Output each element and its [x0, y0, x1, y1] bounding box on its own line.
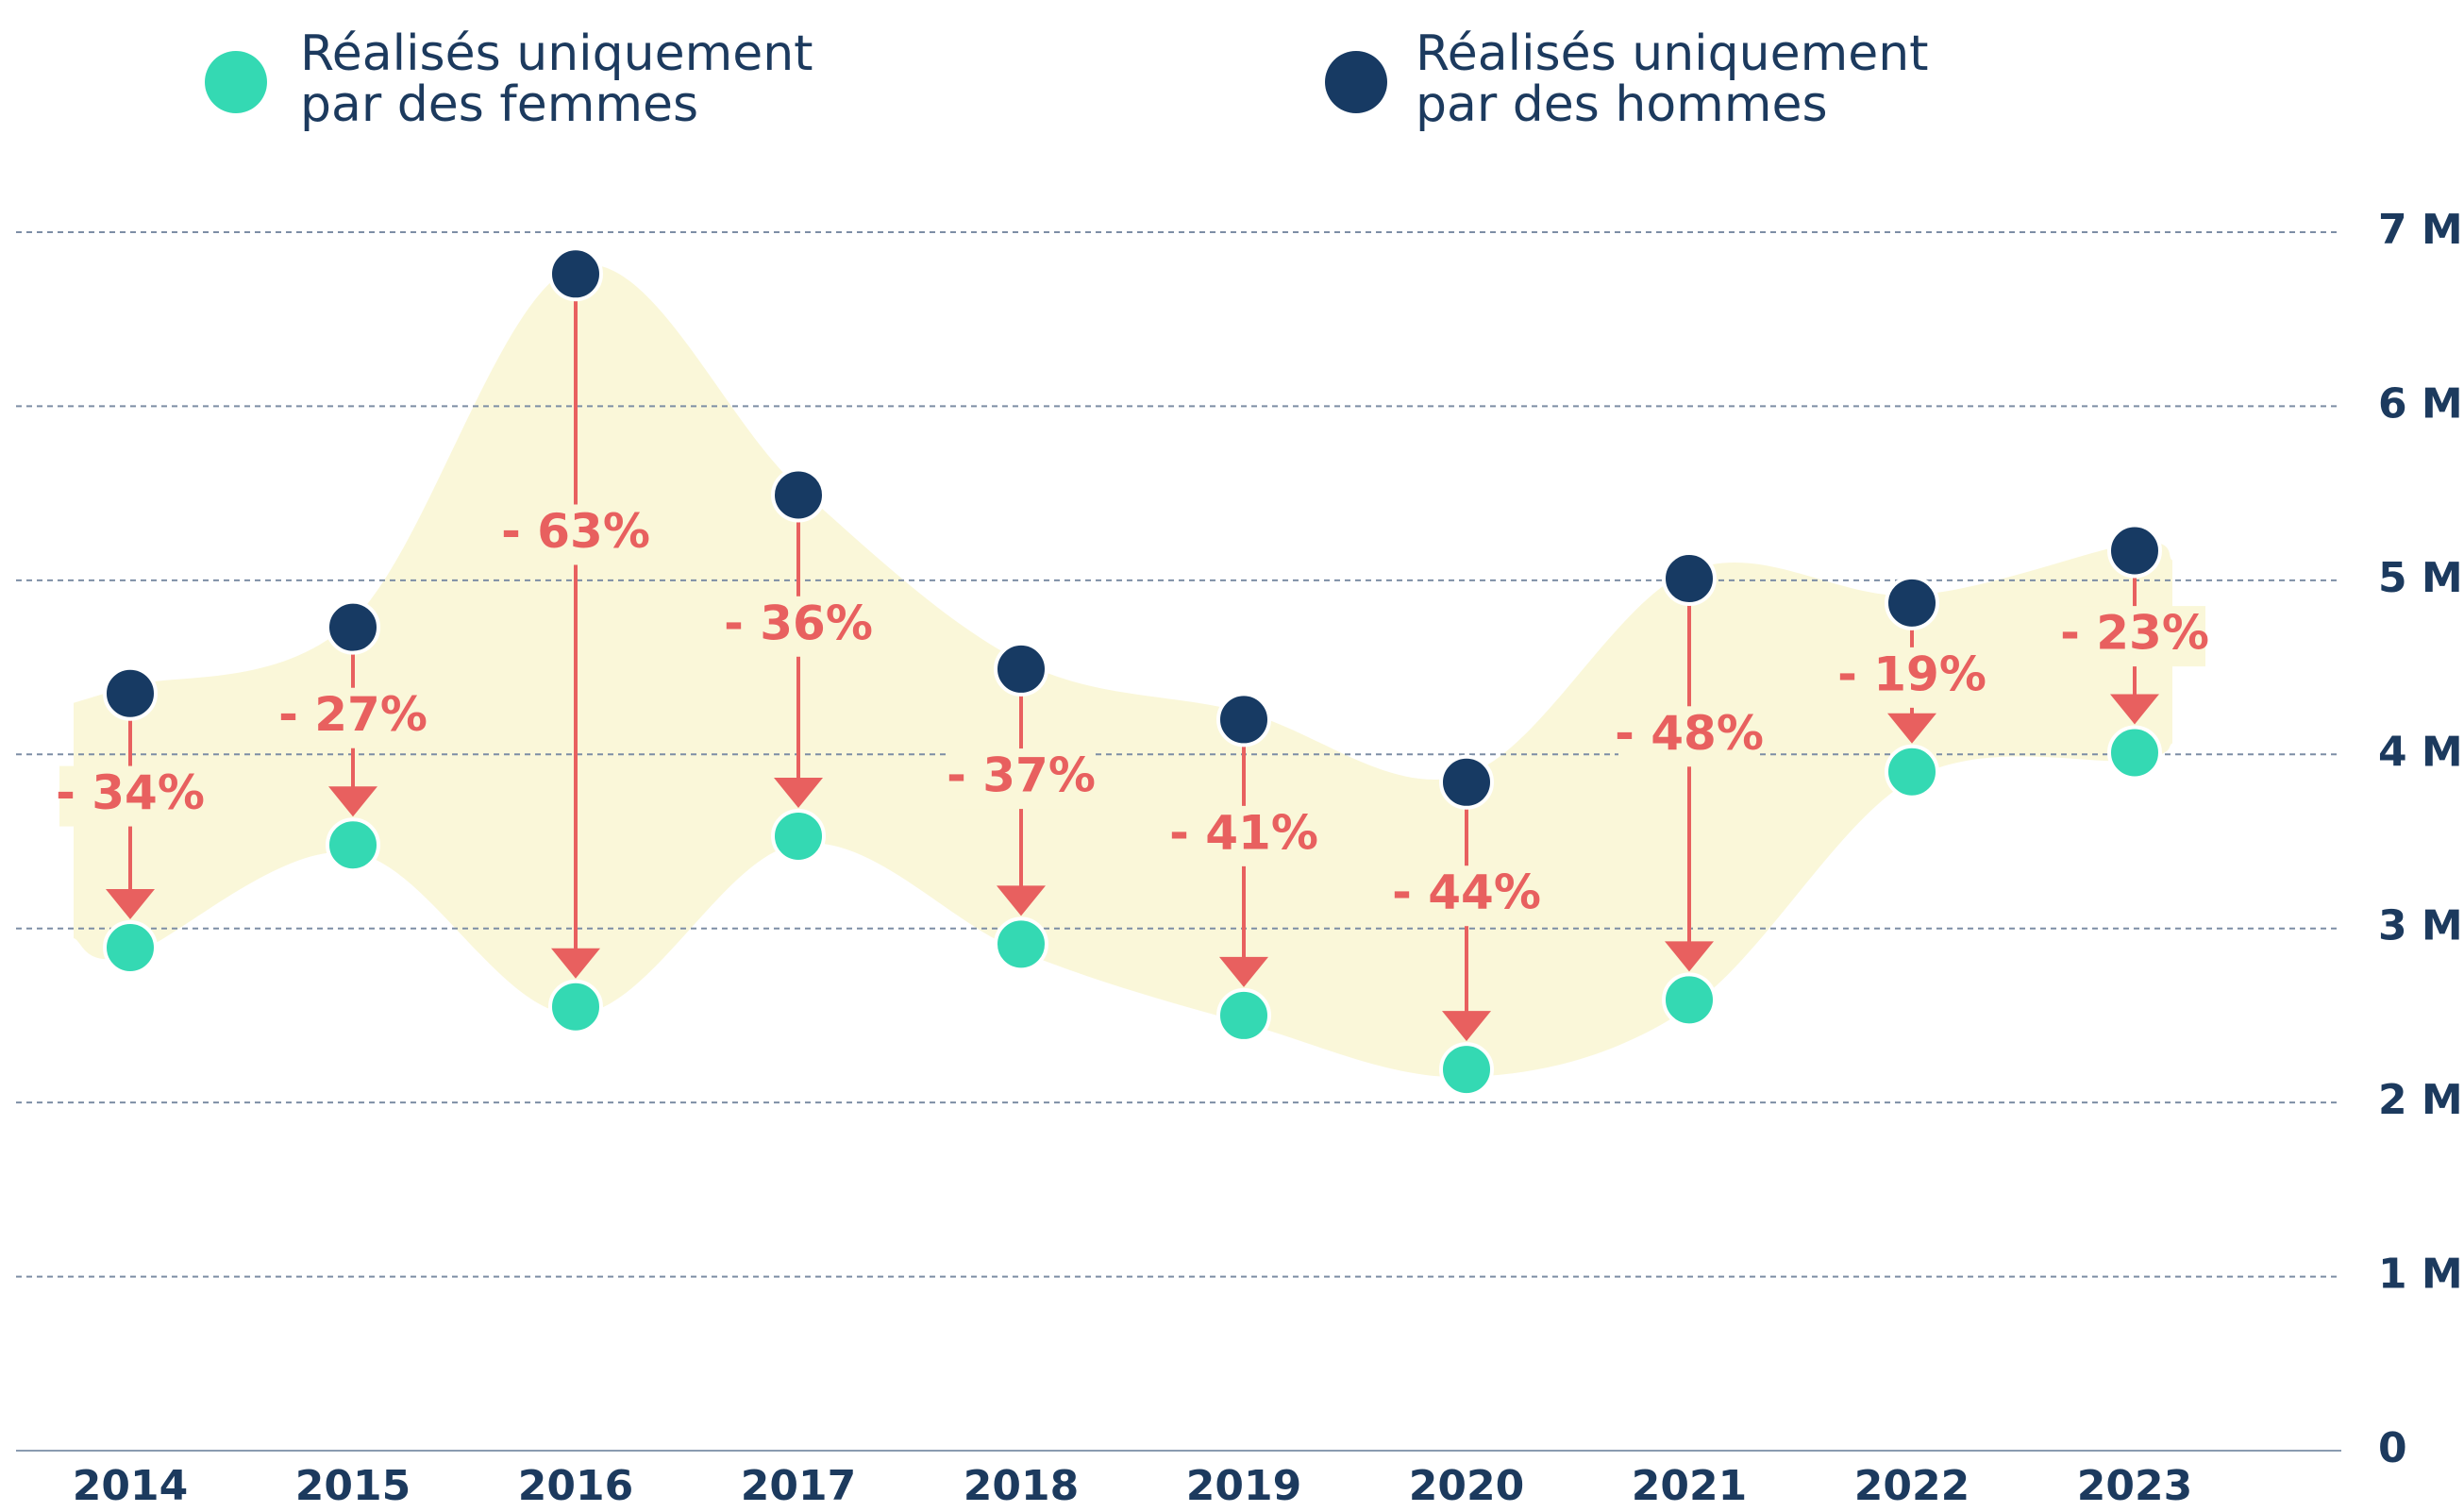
difference-label: - 27%: [278, 687, 427, 742]
dot: [1216, 987, 1271, 1043]
difference-label: - 23%: [2060, 606, 2209, 661]
difference-label: - 34%: [56, 765, 205, 820]
dot: [2107, 523, 2162, 579]
y-tick-label: 1 M: [2378, 1251, 2463, 1299]
dot: [994, 916, 1048, 972]
y-tick-label: 3 M: [2378, 902, 2463, 950]
legend-swatch: [205, 51, 267, 113]
arrow-head: [2110, 694, 2159, 725]
dot: [1662, 972, 1717, 1028]
band: [74, 264, 2172, 1078]
dot: [994, 641, 1048, 697]
dot: [1662, 551, 1717, 607]
arrow-head: [1219, 956, 1268, 987]
x-tick-label: 2023: [2077, 1462, 2192, 1510]
x-tick-label: 2020: [1409, 1462, 1524, 1510]
x-tick-label: 2018: [964, 1462, 1079, 1510]
y-tick-label: 7 M: [2378, 206, 2463, 254]
label-bg: [59, 765, 201, 827]
label-bg: [1173, 805, 1315, 866]
dot: [1216, 692, 1271, 748]
difference-label: - 37%: [947, 748, 1096, 803]
x-tick-label: 2019: [1186, 1462, 1301, 1510]
x-tick-label: 2016: [518, 1462, 633, 1510]
arrow-head: [328, 786, 377, 817]
difference-label: - 36%: [724, 596, 873, 650]
arrow-head: [1665, 941, 1714, 972]
y-tick-label: 4 M: [2378, 728, 2463, 776]
arrow-head: [1442, 1011, 1491, 1042]
y-tick-label: 6 M: [2378, 379, 2463, 428]
label-bg: [1396, 865, 1537, 927]
arrow-head: [997, 885, 1046, 916]
legend-label: Réalisés uniquement par des femmes: [300, 25, 813, 133]
dot: [1439, 1042, 1494, 1098]
dot: [1885, 744, 1939, 799]
arrow-head: [106, 889, 155, 920]
label-bg: [1841, 647, 1983, 708]
y-tick-label: 5 M: [2378, 554, 2463, 602]
x-tick-label: 2014: [73, 1462, 188, 1510]
x-tick-label: 2017: [741, 1462, 856, 1510]
dot: [771, 808, 826, 864]
dot: [2107, 725, 2162, 781]
arrow-head: [551, 948, 600, 979]
dot: [548, 246, 603, 302]
dot: [1439, 754, 1494, 810]
x-tick-label: 2021: [1632, 1462, 1747, 1510]
legend-swatch: [1325, 51, 1387, 113]
difference-label: - 44%: [1392, 865, 1541, 920]
arrow-head: [1887, 713, 1936, 744]
dot: [771, 467, 826, 523]
arrow-head: [774, 777, 823, 808]
dot: [548, 979, 603, 1034]
difference-label: - 63%: [501, 504, 650, 559]
y-tick-label: 0: [2378, 1424, 2407, 1472]
dot: [326, 817, 380, 873]
difference-label: - 48%: [1615, 706, 1764, 761]
label-bg: [728, 596, 869, 657]
y-tick-label: 2 M: [2378, 1076, 2463, 1124]
dot: [103, 665, 158, 721]
legend-label: Réalisés uniquement par des hommes: [1416, 25, 1929, 133]
difference-label: - 19%: [1837, 647, 1986, 701]
label-bg: [1618, 706, 1760, 767]
label-bg: [282, 687, 424, 748]
difference-label: - 41%: [1169, 805, 1318, 860]
x-tick-label: 2022: [1854, 1462, 1970, 1510]
dot: [326, 599, 380, 655]
label-bg: [2064, 606, 2205, 667]
label-bg: [950, 748, 1092, 810]
label-bg: [505, 504, 646, 565]
dot: [1885, 575, 1939, 630]
x-tick-label: 2015: [295, 1462, 411, 1510]
dot: [103, 920, 158, 976]
